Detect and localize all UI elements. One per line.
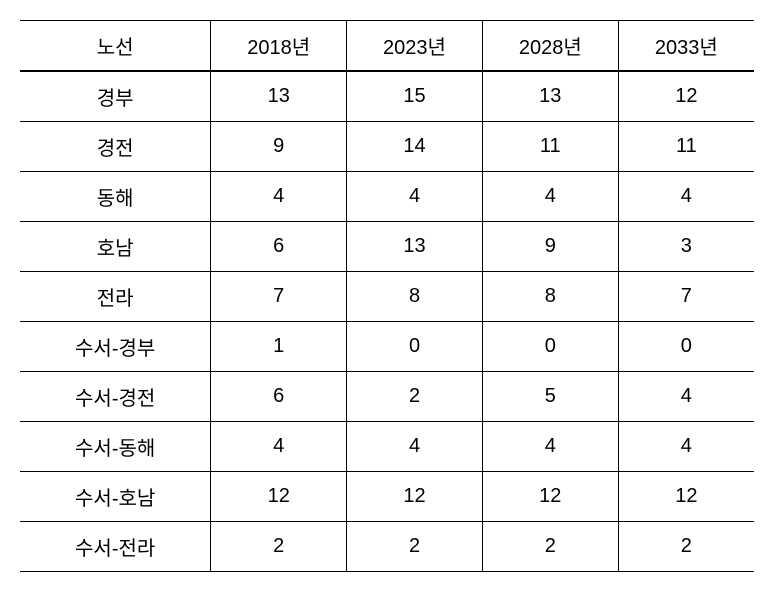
cell-value: 6 (211, 222, 347, 272)
cell-value: 12 (618, 71, 754, 122)
cell-value: 2 (347, 372, 483, 422)
cell-value: 2 (618, 522, 754, 572)
cell-value: 3 (618, 222, 754, 272)
cell-route: 수서-전라 (20, 522, 211, 572)
table-row: 수서-호남 12 12 12 12 (20, 472, 754, 522)
cell-value: 4 (347, 422, 483, 472)
col-header-2018: 2018년 (211, 21, 347, 72)
cell-value: 2 (482, 522, 618, 572)
cell-value: 13 (482, 71, 618, 122)
col-header-2028: 2028년 (482, 21, 618, 72)
cell-route: 수서-호남 (20, 472, 211, 522)
cell-value: 7 (618, 272, 754, 322)
cell-value: 4 (211, 422, 347, 472)
cell-value: 1 (211, 322, 347, 372)
cell-value: 4 (618, 422, 754, 472)
data-table: 노선 2018년 2023년 2028년 2033년 경부 13 15 13 1… (20, 20, 754, 572)
header-row: 노선 2018년 2023년 2028년 2033년 (20, 21, 754, 72)
cell-value: 7 (211, 272, 347, 322)
table-row: 수서-동해 4 4 4 4 (20, 422, 754, 472)
cell-route: 수서-경전 (20, 372, 211, 422)
cell-value: 13 (347, 222, 483, 272)
cell-value: 14 (347, 122, 483, 172)
cell-value: 9 (211, 122, 347, 172)
table-row: 호남 6 13 9 3 (20, 222, 754, 272)
table-row: 수서-전라 2 2 2 2 (20, 522, 754, 572)
cell-route: 수서-동해 (20, 422, 211, 472)
col-header-2023: 2023년 (347, 21, 483, 72)
cell-route: 수서-경부 (20, 322, 211, 372)
table-row: 경전 9 14 11 11 (20, 122, 754, 172)
cell-value: 4 (618, 372, 754, 422)
cell-value: 12 (347, 472, 483, 522)
cell-value: 4 (347, 172, 483, 222)
cell-route: 경전 (20, 122, 211, 172)
cell-route: 전라 (20, 272, 211, 322)
cell-value: 4 (618, 172, 754, 222)
cell-value: 4 (211, 172, 347, 222)
cell-value: 12 (211, 472, 347, 522)
table-body: 경부 13 15 13 12 경전 9 14 11 11 동해 4 4 4 4 … (20, 71, 754, 572)
cell-value: 8 (347, 272, 483, 322)
cell-value: 2 (347, 522, 483, 572)
cell-value: 4 (482, 422, 618, 472)
cell-value: 4 (482, 172, 618, 222)
cell-value: 15 (347, 71, 483, 122)
cell-value: 0 (347, 322, 483, 372)
cell-route: 호남 (20, 222, 211, 272)
cell-value: 11 (482, 122, 618, 172)
table-row: 수서-경전 6 2 5 4 (20, 372, 754, 422)
cell-value: 0 (482, 322, 618, 372)
table-row: 경부 13 15 13 12 (20, 71, 754, 122)
cell-value: 0 (618, 322, 754, 372)
col-header-2033: 2033년 (618, 21, 754, 72)
cell-value: 5 (482, 372, 618, 422)
table-row: 수서-경부 1 0 0 0 (20, 322, 754, 372)
cell-value: 9 (482, 222, 618, 272)
cell-route: 경부 (20, 71, 211, 122)
cell-value: 12 (482, 472, 618, 522)
cell-value: 6 (211, 372, 347, 422)
table-row: 동해 4 4 4 4 (20, 172, 754, 222)
cell-value: 13 (211, 71, 347, 122)
cell-value: 8 (482, 272, 618, 322)
cell-value: 2 (211, 522, 347, 572)
table-row: 전라 7 8 8 7 (20, 272, 754, 322)
cell-route: 동해 (20, 172, 211, 222)
col-header-route: 노선 (20, 21, 211, 72)
cell-value: 11 (618, 122, 754, 172)
cell-value: 12 (618, 472, 754, 522)
